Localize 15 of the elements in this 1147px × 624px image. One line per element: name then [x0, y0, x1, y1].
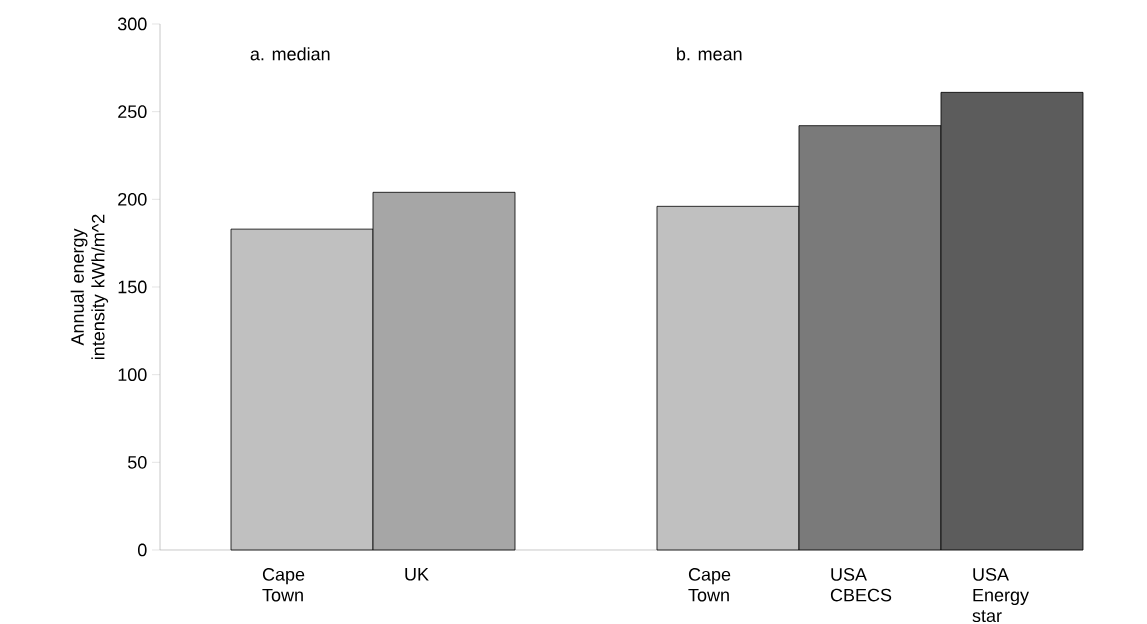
- y-tick-label: 250: [118, 105, 147, 119]
- y-axis-title: Annual energy intensity kWh/m^2: [70, 214, 109, 360]
- y-tick-label: 200: [118, 192, 147, 206]
- x-tick-label: UK: [405, 568, 429, 581]
- y-tick-label: 150: [118, 280, 147, 294]
- annotation: b. mean: [677, 47, 742, 61]
- x-tick-label: USA Energy star: [972, 568, 1029, 623]
- y-tick-label: 50: [127, 455, 147, 469]
- annotation: a. median: [250, 47, 330, 61]
- x-tick-label: Cape Town: [262, 568, 305, 602]
- x-tick-label: Cape Town: [688, 568, 731, 602]
- x-tick-label: USA CBECS: [830, 568, 892, 602]
- y-tick-label: 0: [138, 543, 147, 557]
- y-tick-label: 300: [117, 17, 147, 31]
- y-tick-label: 100: [118, 368, 147, 382]
